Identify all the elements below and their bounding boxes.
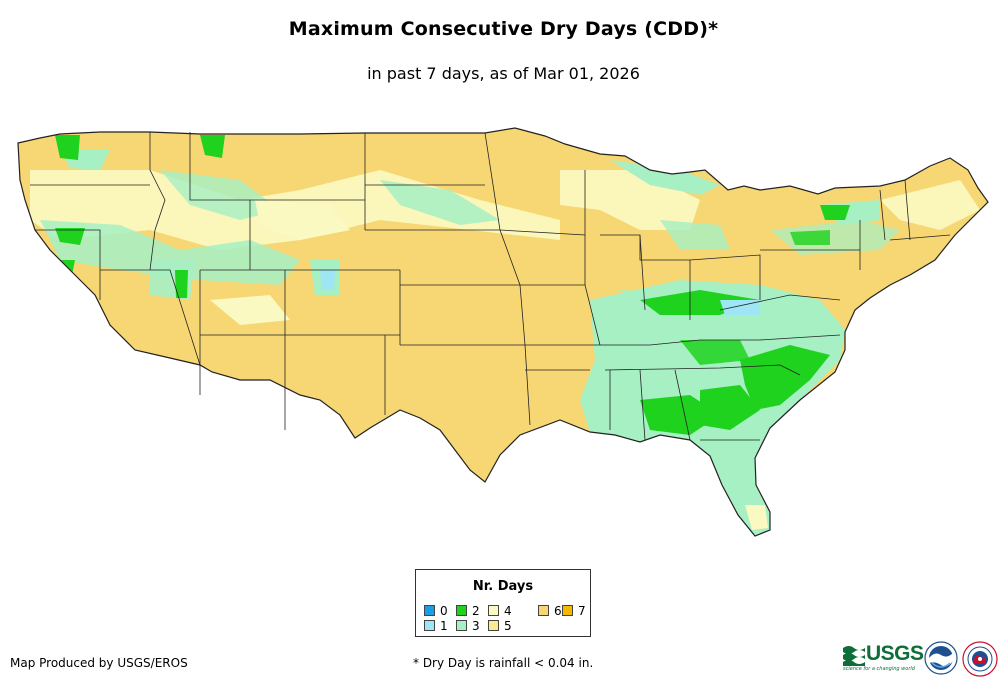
noaa-logo-icon bbox=[924, 641, 958, 675]
map-title: Maximum Consecutive Dry Days (CDD)* bbox=[288, 18, 719, 40]
legend-swatch bbox=[488, 605, 499, 616]
legend-label: 7 bbox=[578, 604, 586, 618]
map-credit: Map Produced by USGS/EROS bbox=[10, 656, 188, 670]
usgs-text: USGS bbox=[866, 642, 924, 665]
cdd-map bbox=[17, 127, 989, 537]
legend-swatch bbox=[456, 620, 467, 631]
legend-label: 4 bbox=[504, 604, 512, 618]
legend-swatch bbox=[424, 620, 435, 631]
legend-swatch bbox=[488, 620, 499, 631]
legend-label: 2 bbox=[472, 604, 480, 618]
usgs-tagline: science for a changing world bbox=[843, 666, 915, 672]
legend-label: 5 bbox=[504, 619, 512, 633]
legend-title: Nr. Days bbox=[472, 579, 534, 594]
legend-label: 0 bbox=[440, 604, 448, 618]
dry-day-footnote: * Dry Day is rainfall < 0.04 in. bbox=[413, 656, 594, 670]
nws-logo-icon bbox=[962, 641, 998, 677]
legend-label: 6 bbox=[554, 604, 562, 618]
legend-swatch bbox=[424, 605, 435, 616]
legend-swatch bbox=[562, 605, 573, 616]
legend-swatch bbox=[456, 605, 467, 616]
map-subtitle: in past 7 days, as of Mar 01, 2026 bbox=[367, 64, 640, 83]
legend-label: 3 bbox=[472, 619, 480, 633]
legend-label: 1 bbox=[440, 619, 448, 633]
legend-swatch bbox=[538, 605, 549, 616]
usgs-logo-icon: USGS science for a changing world bbox=[843, 642, 924, 672]
